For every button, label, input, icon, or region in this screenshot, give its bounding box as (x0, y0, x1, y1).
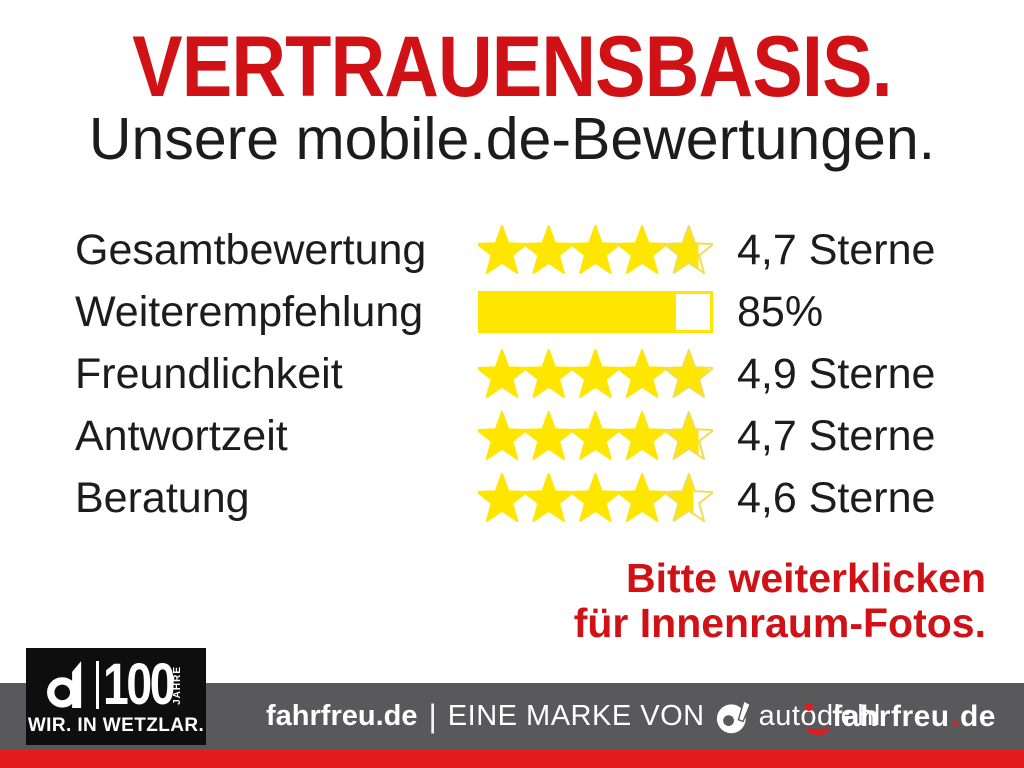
badge-logo-row: 100 JAHRE (45, 656, 183, 714)
progress-bar-cell (478, 291, 713, 333)
smiley-arc (803, 711, 834, 735)
cta-line-2: für Innenraum-Fotos. (573, 600, 986, 647)
rating-row: Antwortzeit 4,7 Sterne (75, 405, 975, 467)
rating-row: Beratung 4,6 Sterne (75, 467, 975, 529)
star-rating-icon (478, 411, 713, 460)
autodiehl-d-icon (47, 661, 82, 708)
autodiehl-d-icon (716, 699, 751, 733)
stars-cell (478, 222, 713, 278)
subheadline: Unsere mobile.de-Bewertungen. (88, 106, 936, 172)
fahrfreu-logo-dot: . (950, 699, 959, 733)
smiley-dot (805, 702, 814, 711)
smiley-icon (803, 698, 834, 736)
separator-bar: | (428, 698, 437, 734)
rating-label: Freundlichkeit (75, 349, 343, 398)
ratings-table: Gesamtbewertung 4,7 Sterne Weiterempfehlun… (75, 219, 975, 529)
stars-cell (478, 346, 713, 402)
rating-row: Freundlichkeit 4,9 Sterne (75, 343, 975, 405)
fahrfreu-logo-tld: de (959, 699, 996, 733)
badge-tagline: WIR. IN WETZLAR. (27, 715, 205, 736)
fahrfreu-logo: fahrfreu . de (803, 683, 996, 750)
rating-value: 4,7 Sterne (737, 411, 936, 460)
fahrfreu-brand-label: fahrfreu.de (266, 700, 418, 732)
footer-red-strip (0, 750, 1024, 768)
badge-jahre-label: JAHRE (171, 665, 183, 705)
badge-100-number: 100 (103, 652, 176, 717)
footer-brand-line: fahrfreu.de | EINE MARKE VON autodiehl (266, 683, 881, 750)
star-rating-icon (478, 473, 713, 522)
rating-row: Weiterempfehlung 85% (75, 281, 975, 343)
stars-cell (478, 408, 713, 464)
star-rating-icon (478, 225, 713, 274)
rating-label: Antwortzeit (75, 411, 288, 460)
progress-bar-fill (481, 294, 676, 330)
anniversary-badge: 100 JAHRE WIR. IN WETZLAR. (26, 648, 206, 745)
cta-line-1: Bitte weiterklicken (625, 555, 986, 601)
rating-value: 4,6 Sterne (737, 473, 936, 522)
star-rating-icon (478, 349, 713, 398)
rating-label: Weiterempfehlung (75, 287, 424, 336)
rating-label: Beratung (75, 473, 250, 522)
headline: VERTRAUENSBASIS. (132, 19, 893, 115)
rating-value: 85% (737, 287, 824, 336)
rating-row: Gesamtbewertung 4,7 Sterne (75, 219, 975, 281)
stars-cell (478, 470, 713, 526)
progress-bar (478, 291, 713, 333)
cta-text: Bitte weiterklicken für Innenraum-Fotos. (573, 555, 986, 647)
badge-divider (96, 661, 100, 709)
fahrfreu-logo-main: fahrfreu (832, 699, 950, 733)
rating-label: Gesamtbewertung (75, 225, 427, 274)
marke-von-label: EINE MARKE VON (447, 700, 705, 732)
rating-value: 4,7 Sterne (737, 225, 936, 274)
rating-value: 4,9 Sterne (737, 349, 936, 398)
